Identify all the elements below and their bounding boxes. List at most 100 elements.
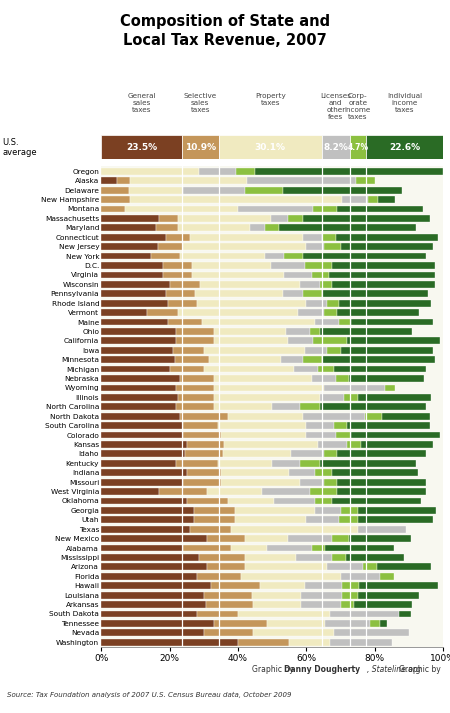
Bar [234,507,315,514]
Bar [101,525,190,533]
Bar [101,252,151,260]
Bar [332,281,435,288]
Bar [176,404,214,410]
Bar [101,507,194,514]
Bar [197,299,306,307]
Bar [200,281,300,288]
Bar [358,592,419,598]
Bar [305,262,332,269]
Bar [291,451,324,457]
Bar [187,441,225,448]
Bar [363,563,377,570]
Bar [217,460,272,467]
Bar [214,328,286,335]
Bar [101,469,187,476]
Bar [332,498,421,504]
Bar [168,319,202,325]
Bar [101,337,176,344]
Bar [228,413,303,419]
Text: Individual
income
taxes: Individual income taxes [387,93,422,113]
Bar [148,309,178,316]
Bar [305,583,342,589]
Bar [225,441,319,448]
Bar [214,375,311,382]
Bar [337,478,426,486]
Text: 23.5%: 23.5% [126,143,157,152]
Bar [322,234,336,240]
Bar [341,601,354,608]
Bar [266,252,284,260]
Bar [266,225,279,231]
Bar [334,422,347,429]
Bar [341,243,433,250]
Bar [101,168,199,175]
Bar [284,272,311,278]
Bar [101,178,117,184]
Bar [130,196,342,203]
Bar [183,243,306,250]
Bar [327,299,339,307]
Bar [195,290,283,297]
Bar [311,375,336,382]
Bar [306,516,339,523]
Bar [214,384,324,391]
Bar [344,394,358,401]
Bar [178,394,214,401]
Bar [168,299,197,307]
Bar [350,135,366,160]
Bar [101,225,156,231]
Bar [332,262,435,269]
Bar [300,281,320,288]
Bar [306,431,336,438]
Bar [341,507,358,514]
Text: 8.2%: 8.2% [324,143,348,152]
Bar [178,215,270,222]
Bar [192,262,270,269]
Bar [306,299,327,307]
Bar [101,610,197,617]
Bar [245,554,296,561]
Bar [347,441,361,448]
Bar [310,328,320,335]
Bar [302,601,341,608]
Bar [289,639,330,645]
Bar [306,243,324,250]
Bar [347,422,430,429]
Text: Graphic by: Graphic by [399,665,443,674]
Bar [163,262,192,269]
Bar [101,319,168,325]
Bar [223,451,291,457]
Bar [187,469,221,476]
Bar [245,187,283,193]
Bar [311,272,328,278]
Bar [207,563,245,570]
Bar [252,592,302,598]
Bar [270,215,288,222]
Bar [219,135,322,160]
Bar [385,384,396,391]
Bar [176,328,214,335]
Text: 4.7%: 4.7% [347,143,369,152]
Bar [214,394,320,401]
Bar [310,488,337,495]
Text: Licenses
and
other
fees: Licenses and other fees [320,93,351,120]
Bar [279,225,416,231]
Text: Graphic by: Graphic by [252,665,296,674]
Bar [327,563,363,570]
Bar [332,554,346,561]
Bar [101,441,187,448]
Bar [101,478,183,486]
Bar [236,168,255,175]
Bar [311,545,325,551]
Bar [324,384,385,391]
Bar [354,601,413,608]
Bar [313,337,347,344]
Bar [382,413,430,419]
Bar [337,205,423,212]
Bar [334,366,426,372]
Bar [170,366,204,372]
Bar [101,545,183,551]
Bar [342,196,368,203]
Bar [101,196,130,203]
Bar [300,460,320,467]
